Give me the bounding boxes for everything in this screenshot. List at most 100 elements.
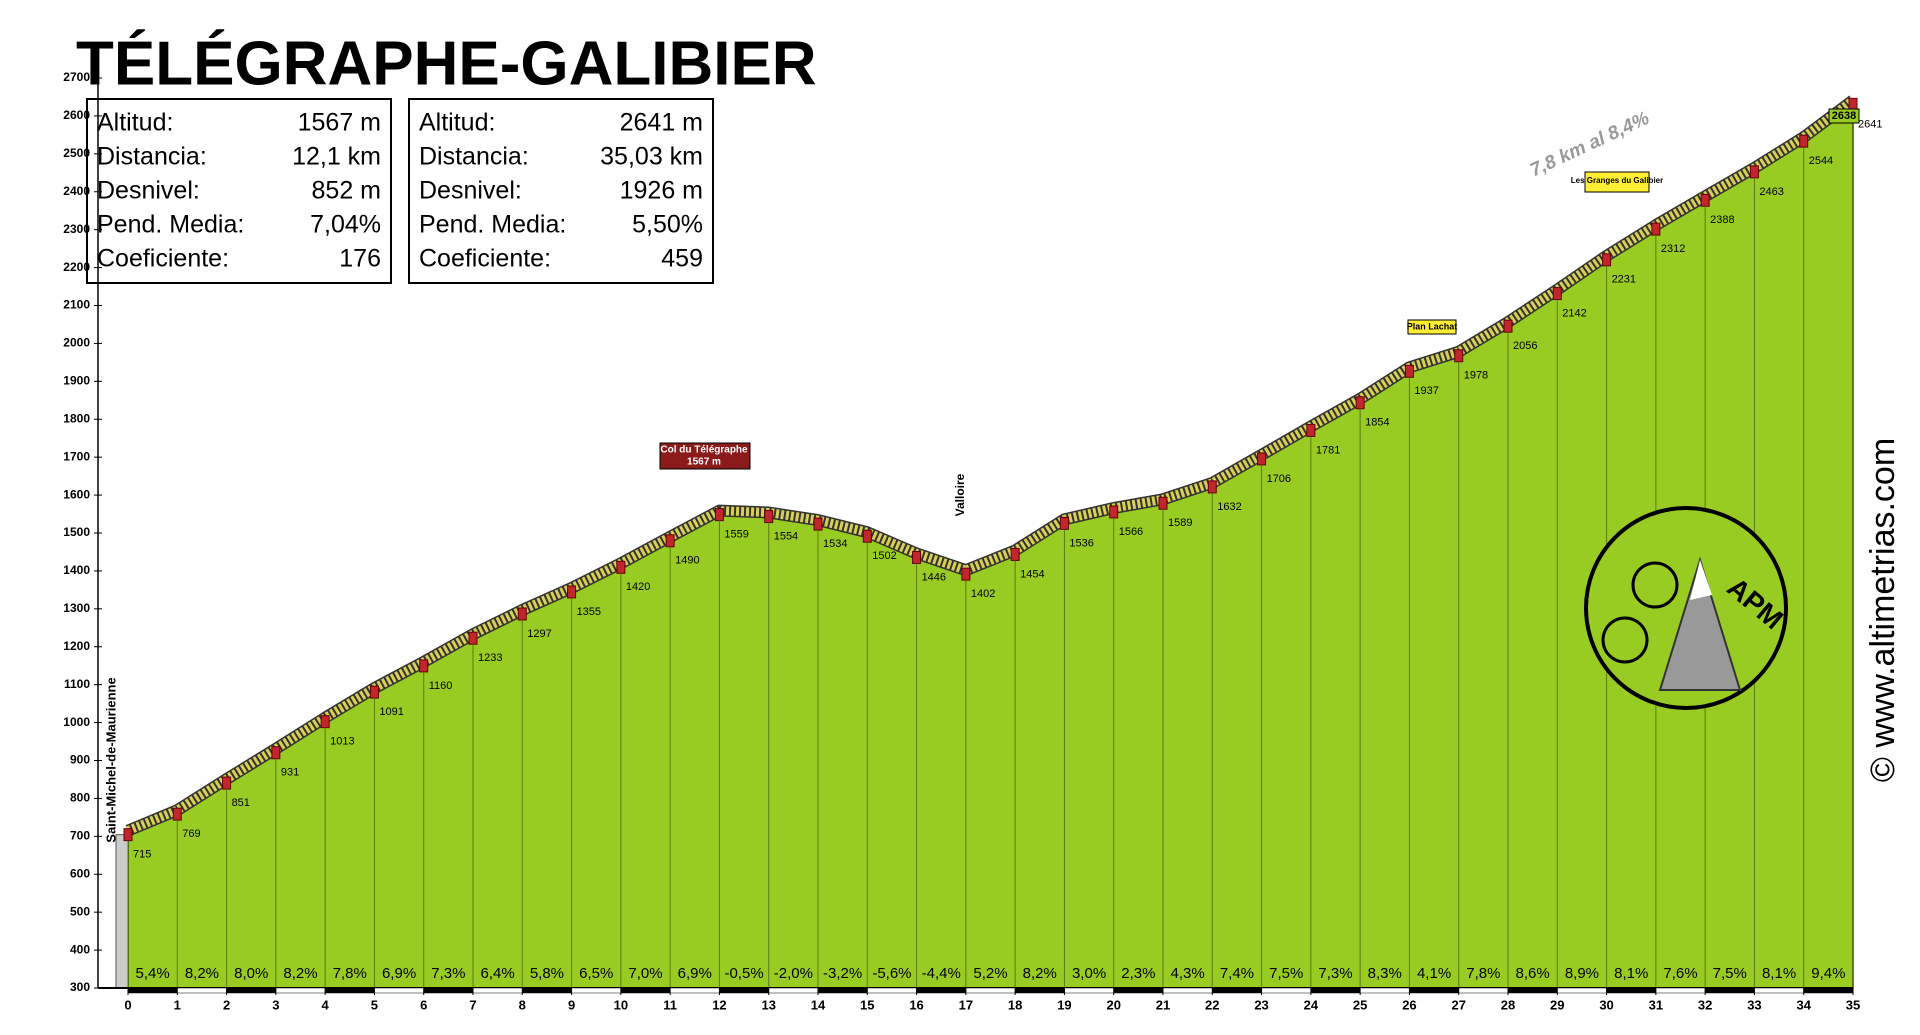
info-label: Altitud:	[419, 109, 495, 137]
elevation-label: 2463	[1759, 186, 1783, 198]
km-marker	[172, 807, 182, 821]
elevation-label: 1589	[1168, 517, 1192, 529]
km-marker	[1355, 396, 1365, 410]
x-tick-label: 30	[1599, 997, 1613, 1012]
axis-segment	[817, 987, 868, 994]
km-marker	[468, 631, 478, 645]
elevation-label: 1502	[872, 550, 896, 562]
km-marker	[1404, 364, 1414, 378]
axis-segment	[1458, 987, 1509, 994]
km-marker	[1602, 253, 1612, 267]
axis-segment	[1704, 987, 1755, 994]
elevation-label: 1160	[429, 680, 453, 692]
axis-segment	[1113, 987, 1164, 994]
elevation-label: 2142	[1562, 307, 1586, 319]
gradient-label: -3,2%	[823, 965, 862, 982]
info-label: Altitud:	[97, 109, 173, 137]
gradient-label: 5,2%	[973, 965, 1007, 982]
axis-segment	[423, 987, 474, 994]
elevation-label: 1566	[1119, 526, 1143, 538]
x-tick-label: 21	[1156, 997, 1170, 1012]
x-tick-label: 28	[1501, 997, 1515, 1012]
y-tick-label: 400	[70, 942, 90, 956]
elevation-label: 1454	[1020, 568, 1044, 580]
info-box	[408, 98, 714, 284]
gradient-label: 6,4%	[481, 965, 515, 982]
y-tick-label: 600	[70, 866, 90, 880]
elevation-label: 2544	[1809, 155, 1833, 167]
elevation-label: 1559	[724, 529, 748, 541]
start-wall	[115, 834, 129, 989]
gradient-label: 7,3%	[1318, 965, 1352, 982]
x-tick-label: 34	[1796, 997, 1811, 1012]
info-label: Coeficiente:	[97, 245, 229, 273]
elevation-label: 1781	[1316, 444, 1340, 456]
annotation: 7,8 km al 8,4%	[1527, 108, 1653, 182]
gradient-label: 4,3%	[1171, 965, 1205, 982]
info-value: 1567 m	[298, 109, 381, 137]
info-label: Pend. Media:	[419, 211, 566, 239]
km-marker	[1109, 505, 1119, 519]
gradient-label: 4,1%	[1417, 965, 1451, 982]
gradient-label: 6,9%	[678, 965, 712, 982]
axis-segment	[1310, 987, 1361, 994]
annotation-box	[1828, 108, 1860, 124]
info-box	[86, 98, 392, 284]
info-value: 176	[339, 245, 381, 273]
gradient-label: 7,5%	[1269, 965, 1303, 982]
km-marker	[764, 510, 774, 524]
axis-segment	[1754, 987, 1804, 994]
axis-segment	[1261, 987, 1312, 994]
info-value: 35,03 km	[600, 143, 703, 171]
axis-segment	[226, 987, 277, 994]
elevation-label: 1420	[626, 581, 650, 593]
axis-segment	[719, 987, 769, 994]
gradient-label: 7,5%	[1713, 965, 1747, 982]
x-tick-label: 4	[322, 997, 330, 1012]
y-tick-label: 1600	[63, 487, 90, 501]
y-tick-label: 900	[70, 753, 90, 767]
y-tick-label: 1000	[63, 715, 90, 729]
elevation-label: 931	[281, 767, 299, 779]
info-value: 7,04%	[310, 211, 381, 239]
x-tick-label: 6	[420, 997, 427, 1012]
x-tick-label: 11	[663, 997, 677, 1012]
elevation-label: 715	[133, 849, 151, 861]
gradient-label: 8,2%	[1023, 965, 1057, 982]
axis-segment	[324, 987, 375, 994]
x-tick-label: 29	[1550, 997, 1564, 1012]
elevation-label: 1706	[1267, 473, 1291, 485]
info-label: Desnivel:	[97, 177, 200, 205]
y-tick-label: 2300	[63, 222, 90, 236]
km-marker	[1010, 547, 1020, 561]
y-tick-label: 1400	[63, 563, 90, 577]
axis-segment	[1606, 987, 1657, 994]
axis-segment	[620, 987, 671, 994]
km-marker	[1207, 480, 1217, 494]
annotation-box	[1584, 171, 1650, 193]
axis-segment	[1014, 987, 1065, 994]
km-marker	[567, 585, 577, 599]
x-tick-label: 32	[1698, 997, 1712, 1012]
x-tick-label: 20	[1106, 997, 1120, 1012]
elevation-label: 1355	[577, 606, 601, 618]
elevation-label: 2231	[1612, 274, 1636, 286]
km-marker	[1059, 516, 1069, 530]
x-tick-label: 26	[1402, 997, 1416, 1012]
km-marker	[320, 715, 330, 729]
x-tick-label: 5	[371, 997, 378, 1012]
km-marker	[616, 560, 626, 574]
info-label: Pend. Media:	[97, 211, 244, 239]
gradient-label: -4,4%	[922, 965, 961, 982]
axis-segment	[374, 987, 424, 994]
x-tick-label: 7	[469, 997, 476, 1012]
gradient-label: 8,0%	[234, 965, 268, 982]
x-tick-label: 14	[811, 997, 826, 1012]
x-tick-label: 35	[1846, 997, 1860, 1012]
gradient-label: 3,0%	[1072, 965, 1106, 982]
x-tick-label: 0	[124, 997, 131, 1012]
elevation-label: 2388	[1710, 214, 1734, 226]
axis-segment	[1409, 987, 1459, 994]
km-marker	[1651, 222, 1661, 236]
gradient-label: 8,3%	[1368, 965, 1402, 982]
